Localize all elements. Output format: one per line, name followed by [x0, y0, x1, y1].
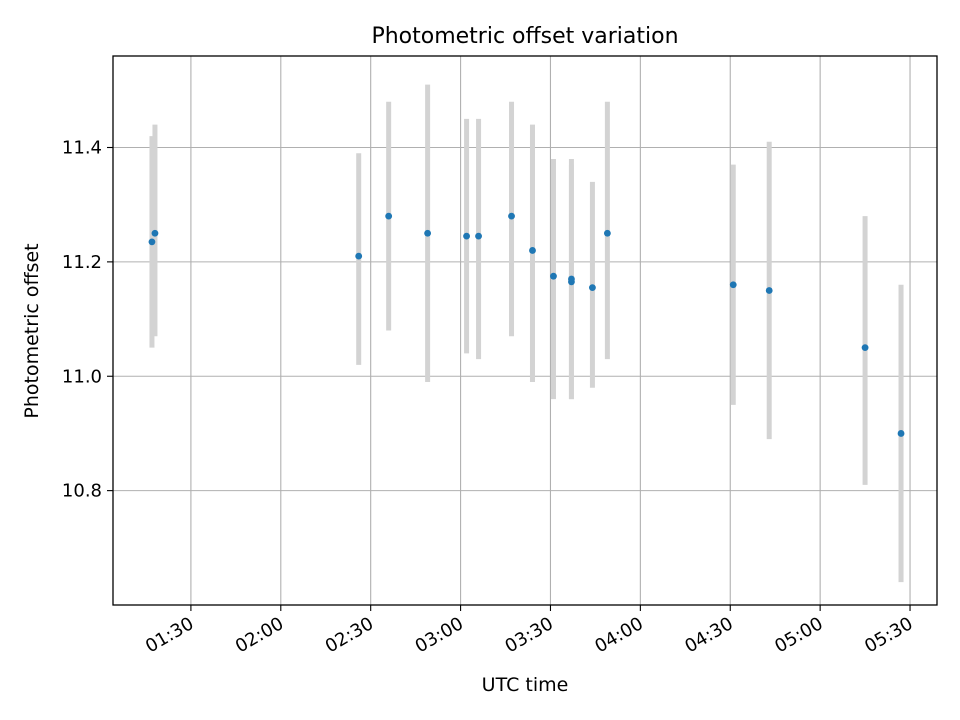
data-point: [424, 229, 432, 237]
y-axis-ticks: 10.8 11.0 11.2 11.4: [62, 138, 113, 502]
data-point: [355, 252, 363, 260]
grid: [113, 56, 937, 605]
y-axis-label: Photometric offset: [21, 243, 43, 418]
data-point: [729, 281, 737, 289]
data-point: [861, 344, 869, 352]
data-point: [568, 275, 575, 283]
data-point: [897, 430, 905, 437]
data-point: [463, 232, 470, 240]
data-point: [529, 247, 536, 254]
data-point: [475, 232, 482, 240]
data-point: [508, 212, 515, 220]
data-point: [550, 272, 557, 280]
y-tick-label: 11.2: [62, 252, 102, 273]
data-point: [148, 238, 156, 246]
data-point: [604, 229, 611, 237]
data-points: [148, 212, 905, 437]
y-tick-label: 11.0: [62, 366, 102, 387]
y-tick-label: 11.4: [62, 138, 102, 159]
chart-title: Photometric offset variation: [371, 24, 678, 49]
plot-frame: [112, 55, 938, 606]
data-point: [151, 229, 159, 237]
data-point: [589, 284, 596, 292]
y-tick-label: 10.8: [62, 481, 102, 502]
data-point: [385, 212, 393, 220]
x-axis-label: UTC time: [482, 674, 569, 696]
data-point: [765, 287, 773, 294]
